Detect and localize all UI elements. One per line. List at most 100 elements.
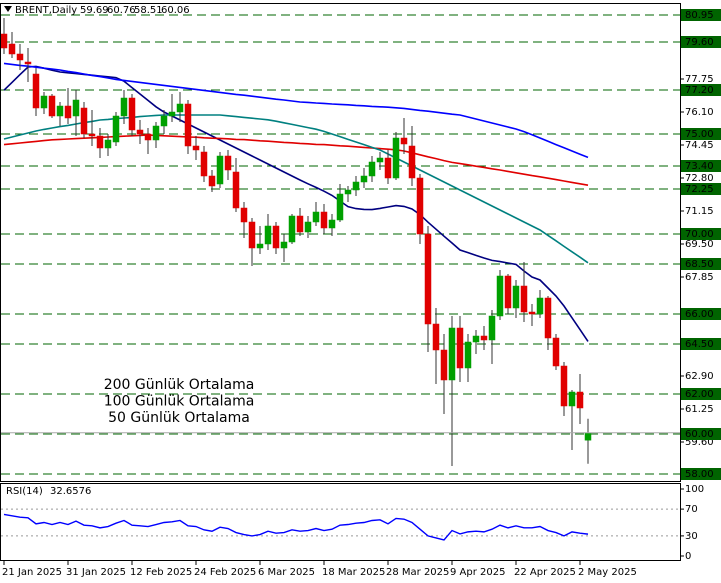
y-tick-label: 77.75 xyxy=(685,74,714,85)
x-tick-label: 24 Feb 2025 xyxy=(194,567,256,578)
candle-body xyxy=(248,221,256,249)
candle-body xyxy=(304,221,312,233)
candle-body xyxy=(64,105,72,119)
level-label: 70.00 xyxy=(685,229,714,240)
level-label-box xyxy=(681,84,721,96)
legend-entry: 100 Günlük Ortalama xyxy=(104,394,255,410)
candle-body xyxy=(472,335,480,343)
candle-body xyxy=(24,61,32,65)
candle-body xyxy=(208,175,216,187)
y-tick-label: 70 xyxy=(685,504,698,515)
x-tick-label: 22 Apr 2025 xyxy=(514,567,576,578)
header-high: 60.76 xyxy=(107,5,136,16)
y-tick-label: 76.10 xyxy=(685,107,714,118)
candle-body xyxy=(40,95,48,109)
candle-body xyxy=(392,137,400,179)
rsi-panel-frame xyxy=(0,483,681,561)
candle-body xyxy=(160,115,168,127)
candle-body xyxy=(448,327,456,381)
candle-body xyxy=(72,99,80,117)
level-label-box xyxy=(681,388,721,400)
candle-body xyxy=(0,33,8,49)
candle-body xyxy=(544,297,552,339)
level-label: 77.20 xyxy=(685,85,714,96)
level-label-box xyxy=(681,308,721,320)
candle-body xyxy=(184,103,192,147)
candle-body xyxy=(576,391,584,409)
y-tick-label: 74.45 xyxy=(685,140,714,151)
candle-body xyxy=(416,177,424,235)
candle-body xyxy=(104,139,112,149)
candle-body xyxy=(152,125,160,141)
y-tick-label: 61.25 xyxy=(685,404,714,415)
candle-body xyxy=(200,151,208,177)
candle-body xyxy=(80,107,88,135)
level-label-box xyxy=(681,160,721,172)
header-low: 58.51 xyxy=(134,5,163,16)
level-label-box xyxy=(681,36,721,48)
candle-body xyxy=(296,215,304,233)
candle-body xyxy=(264,225,272,245)
x-tick-label: 21 Jan 2025 xyxy=(2,567,62,578)
y-tick-label: 71.15 xyxy=(685,206,714,217)
candle-body xyxy=(256,243,264,249)
x-tick-label: 31 Jan 2025 xyxy=(66,567,126,578)
candle-body xyxy=(360,175,368,183)
symbol-title: BRENT,Daily xyxy=(15,5,77,16)
candle-body xyxy=(480,335,488,341)
level-label: 68.50 xyxy=(685,259,714,270)
legend-entry: 200 Günlük Ortalama xyxy=(104,377,255,393)
candle-body xyxy=(440,349,448,381)
candle-body xyxy=(528,311,536,315)
level-label-box xyxy=(681,468,721,480)
header-open: 59.69 xyxy=(80,5,109,16)
candle-body xyxy=(192,145,200,151)
header-close: 60.06 xyxy=(161,5,190,16)
candle-body xyxy=(144,133,152,141)
candle-body xyxy=(176,103,184,113)
candle-body xyxy=(552,337,560,367)
y-tick-label: 69.50 xyxy=(685,239,714,250)
candle-body xyxy=(312,211,320,223)
candle-body xyxy=(32,73,40,109)
candle-body xyxy=(8,43,16,55)
x-tick-label: 28 Mar 2025 xyxy=(386,567,449,578)
candle-body xyxy=(336,193,344,221)
y-tick-label: 67.85 xyxy=(685,272,714,283)
candle-body xyxy=(408,145,416,179)
candle-body xyxy=(56,105,64,117)
candle-body xyxy=(168,111,176,117)
candle-body xyxy=(504,275,512,309)
y-tick-label: 30 xyxy=(685,531,698,542)
level-label-box xyxy=(681,338,721,350)
level-label: 80.95 xyxy=(685,10,714,21)
level-label: 79.60 xyxy=(685,37,714,48)
candle-body xyxy=(488,315,496,341)
candle-body xyxy=(280,241,288,249)
moving-average-line xyxy=(3,114,589,264)
y-tick-label: 72.80 xyxy=(685,173,714,184)
candle-body xyxy=(456,327,464,369)
level-label-box xyxy=(681,128,721,140)
candle-body xyxy=(88,133,96,137)
level-label: 66.00 xyxy=(685,309,714,320)
x-tick-label: 6 Mar 2025 xyxy=(258,567,315,578)
x-tick-label: 2 May 2025 xyxy=(578,567,637,578)
level-label: 60.00 xyxy=(685,429,714,440)
candle-body xyxy=(560,365,568,407)
moving-average-line xyxy=(3,62,589,159)
level-label: 64.50 xyxy=(685,339,714,350)
candle-body xyxy=(120,97,128,117)
menu-arrow[interactable] xyxy=(4,6,12,12)
y-tick-label: 62.90 xyxy=(685,371,714,382)
level-label: 62.00 xyxy=(685,389,714,400)
candle-body xyxy=(568,391,576,407)
level-label-box xyxy=(681,258,721,270)
candle-body xyxy=(96,135,104,149)
candle-body xyxy=(496,275,504,317)
candle-body xyxy=(584,432,592,441)
rsi-line xyxy=(3,513,589,541)
candle-body xyxy=(368,161,376,177)
